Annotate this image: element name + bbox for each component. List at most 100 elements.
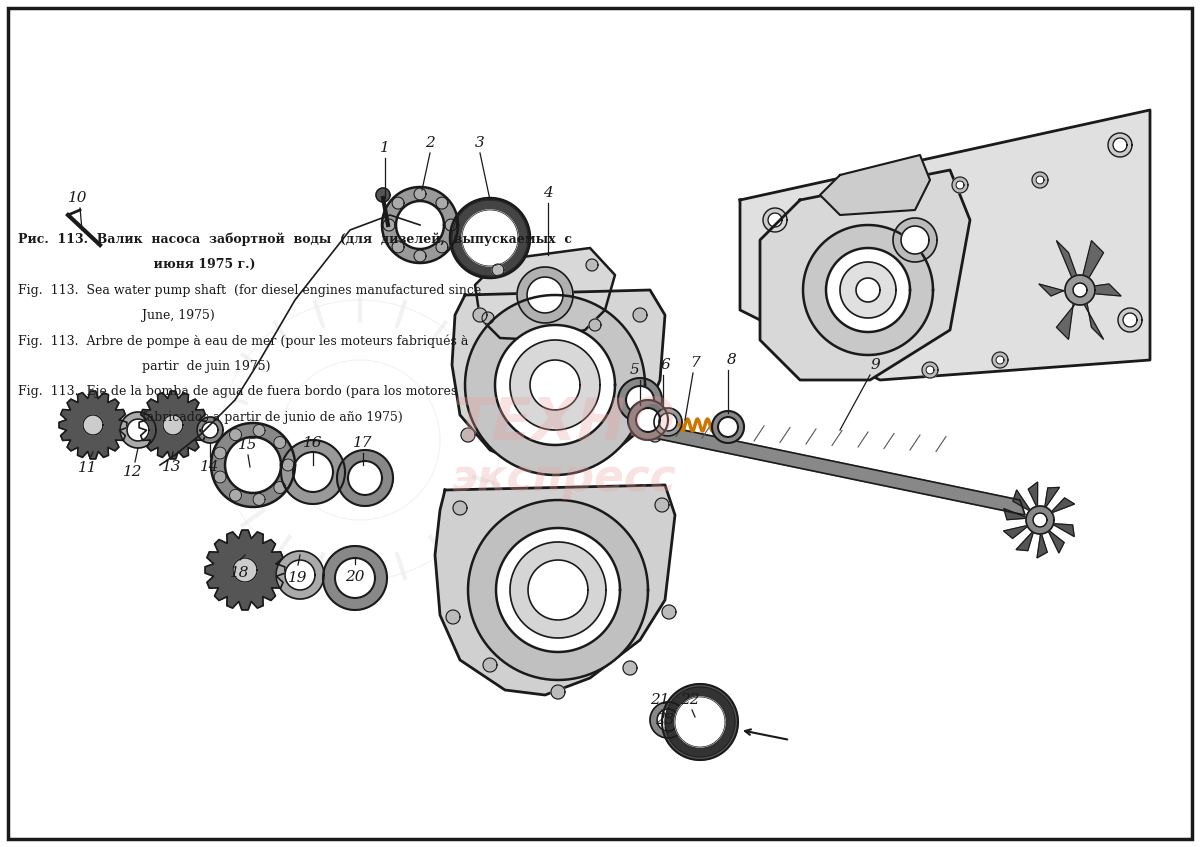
Polygon shape [452,200,528,276]
Polygon shape [286,560,314,590]
Polygon shape [1114,138,1127,152]
Polygon shape [1048,529,1064,553]
Text: Fig.  113.  Sea water pump shaft  (for diesel engines manufactured since: Fig. 113. Sea water pump shaft (for dies… [18,284,481,296]
Polygon shape [1050,498,1074,513]
Polygon shape [1081,241,1104,283]
Text: 21: 21 [650,693,670,707]
Text: 5: 5 [630,363,640,377]
Polygon shape [1016,530,1034,551]
Polygon shape [803,225,934,355]
Text: 16: 16 [304,436,323,450]
Text: Fig.  113.  Arbre de pompe à eau de mer (pour les moteurs fabriqués à: Fig. 113. Arbre de pompe à eau de mer (p… [18,335,468,348]
Polygon shape [281,440,346,504]
Polygon shape [482,312,494,324]
Polygon shape [996,356,1004,364]
Polygon shape [348,461,382,495]
Polygon shape [1039,284,1073,296]
Polygon shape [376,188,390,202]
Polygon shape [1073,283,1087,297]
Text: 9: 9 [870,358,880,372]
Polygon shape [659,413,677,431]
Polygon shape [648,428,662,442]
Polygon shape [414,188,426,200]
Polygon shape [1028,482,1038,508]
Polygon shape [1003,525,1030,539]
Polygon shape [436,485,674,695]
Polygon shape [484,658,497,672]
Text: 11: 11 [78,461,97,475]
Text: 4: 4 [544,186,553,200]
Polygon shape [466,295,646,475]
Polygon shape [901,226,929,254]
Polygon shape [628,400,668,440]
Polygon shape [635,420,1025,515]
Text: 3: 3 [475,136,485,150]
Polygon shape [1056,297,1079,340]
Polygon shape [446,610,460,624]
Text: 6: 6 [660,358,670,372]
Polygon shape [436,197,448,209]
Polygon shape [473,308,487,322]
Polygon shape [551,685,565,699]
Polygon shape [1044,487,1060,509]
Polygon shape [139,391,206,459]
Polygon shape [676,697,725,747]
Polygon shape [396,201,444,249]
Text: fabricados a partir de junio de año 1975): fabricados a partir de junio de año 1975… [18,411,403,424]
Polygon shape [510,340,600,430]
Polygon shape [229,490,241,501]
Polygon shape [626,386,654,414]
Polygon shape [740,110,1150,380]
Polygon shape [1036,176,1044,184]
Polygon shape [826,248,910,332]
Polygon shape [475,248,616,340]
Polygon shape [718,417,738,437]
Polygon shape [464,212,516,264]
Polygon shape [293,452,334,492]
Text: 15: 15 [239,438,258,452]
Text: ТЕХНО: ТЕХНО [452,395,676,452]
Polygon shape [1081,297,1104,340]
Text: Рис.  113.  Валик  насоса  забортной  воды  (для  дизелей,  выпускаемых  с: Рис. 113. Валик насоса забортной воды (д… [18,233,572,246]
Polygon shape [634,308,647,322]
Polygon shape [392,197,404,209]
Polygon shape [1037,532,1048,558]
Polygon shape [492,264,504,276]
Polygon shape [197,417,223,443]
Polygon shape [1056,241,1079,283]
Polygon shape [496,325,616,445]
Polygon shape [59,391,127,459]
Text: 8: 8 [727,353,737,367]
Polygon shape [454,501,467,515]
Polygon shape [229,429,241,440]
Polygon shape [335,558,374,598]
Polygon shape [760,170,970,380]
Polygon shape [1108,133,1132,157]
Polygon shape [337,450,394,506]
Polygon shape [1123,313,1138,327]
Polygon shape [120,412,156,448]
Polygon shape [1087,284,1121,296]
Polygon shape [414,250,426,262]
Polygon shape [382,187,458,263]
Text: 1: 1 [380,141,390,155]
Polygon shape [323,546,386,610]
Polygon shape [276,551,324,599]
Text: 12: 12 [124,465,143,479]
Polygon shape [893,218,937,262]
Polygon shape [214,471,226,483]
Polygon shape [650,702,686,738]
Polygon shape [253,494,265,506]
Polygon shape [1026,506,1054,534]
Polygon shape [1013,490,1031,512]
Polygon shape [655,498,670,512]
Polygon shape [1066,275,1096,305]
Polygon shape [436,241,448,253]
Polygon shape [127,419,149,441]
Polygon shape [1033,513,1046,527]
Text: 23: 23 [655,713,674,727]
Text: 17: 17 [353,436,373,450]
Polygon shape [202,422,218,438]
Polygon shape [658,709,679,731]
Text: 2: 2 [425,136,434,150]
